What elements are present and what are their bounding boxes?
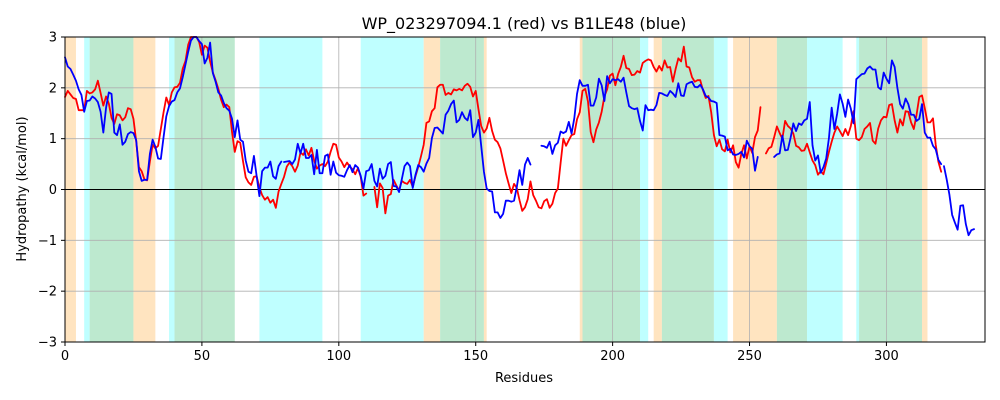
blue-series-line [773, 59, 943, 174]
x-tick-label: 200 [600, 349, 625, 364]
y-axis-label: Hydropathy (kcal/mol) [15, 116, 30, 261]
x-tick-label: 250 [737, 349, 762, 364]
blue-series-line [943, 165, 975, 237]
blue-series-line [64, 36, 283, 198]
blue-series-line [540, 75, 759, 172]
y-tick-label: −1 [38, 234, 57, 249]
x-tick-label: 100 [326, 349, 351, 364]
x-axis: 0 50 100 150 200 250 300 [61, 342, 899, 364]
x-tick-label: 300 [874, 349, 899, 364]
chart-title: WP_023297094.1 (red) vs B1LE48 (blue) [362, 14, 687, 34]
y-tick-label: −2 [38, 285, 57, 300]
x-tick-label: 150 [463, 349, 488, 364]
y-tick-label: −3 [38, 336, 57, 351]
x-axis-label: Residues [495, 371, 553, 386]
series-lines [64, 36, 975, 237]
red-series-line [373, 45, 762, 215]
x-tick-label: 50 [194, 349, 211, 364]
blue-series-line [283, 99, 532, 219]
x-tick-label: 0 [61, 349, 69, 364]
y-tick-label: 1 [49, 132, 57, 147]
y-tick-label: 3 [49, 31, 57, 46]
y-axis: −3 −2 −1 0 1 2 3 [38, 31, 65, 351]
y-tick-label: 2 [49, 81, 57, 96]
y-tick-label: 0 [49, 183, 57, 198]
